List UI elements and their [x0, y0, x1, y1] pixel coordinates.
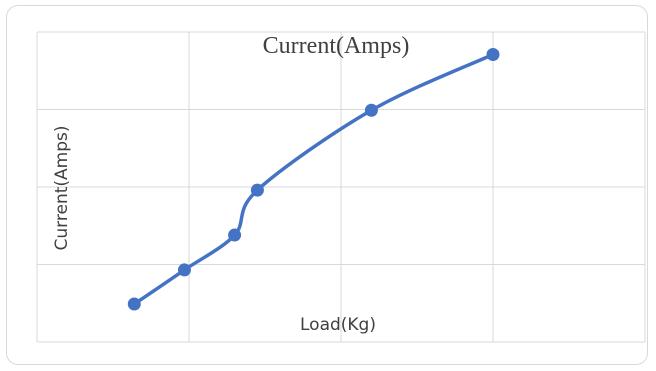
data-point	[228, 228, 242, 242]
data-point	[486, 47, 500, 61]
chart-frame	[6, 5, 648, 365]
x-axis-label: Load(Kg)	[300, 315, 376, 335]
y-axis-label: Current(Amps)	[52, 126, 72, 251]
series-markers	[127, 47, 500, 311]
gridlines	[36, 31, 646, 343]
data-point	[364, 103, 378, 117]
data-point	[127, 297, 141, 311]
data-point	[177, 263, 191, 277]
data-point	[250, 183, 264, 197]
chart-title: Current(Amps)	[263, 33, 410, 59]
